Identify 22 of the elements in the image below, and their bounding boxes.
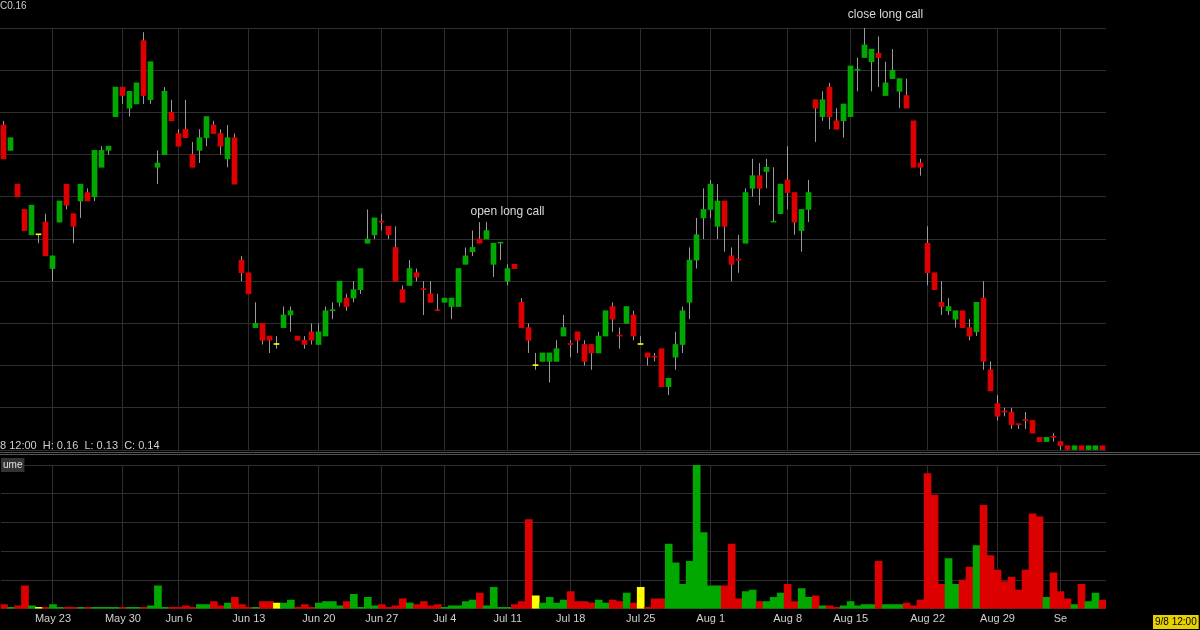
x-tick-label: May 23 bbox=[34, 612, 72, 625]
x-tick-label: May 30 bbox=[104, 612, 141, 625]
x-tick-label: Jun 27 bbox=[365, 612, 399, 625]
x-tick-label: Jun 6 bbox=[165, 612, 193, 625]
x-tick-label: Jun 20 bbox=[302, 612, 336, 625]
text: 9/8 12:00 bbox=[1155, 615, 1198, 627]
x-tick-label: Aug 22 bbox=[910, 612, 946, 625]
annotation: open long call bbox=[470, 204, 545, 219]
x-tick-label: Jul 11 bbox=[493, 612, 523, 625]
x-tick-label: Jul 4 bbox=[433, 612, 457, 625]
x-tick-label: Aug 1 bbox=[696, 612, 726, 625]
annotation: ume bbox=[3, 458, 23, 470]
x-tick-label: Jul 25 bbox=[626, 612, 656, 625]
text: C0.16 bbox=[0, 0, 28, 11]
text: close long call bbox=[847, 7, 924, 22]
x-tick-label: Aug 29 bbox=[980, 612, 1015, 625]
x-tick-label: Se bbox=[1053, 612, 1068, 625]
x-tick-label: Jul 18 bbox=[556, 612, 586, 625]
annotation: 8 12:00 H: 0.16 L: 0.13 C: 0.14 bbox=[0, 439, 160, 452]
x-tick-label: Aug 8 bbox=[773, 612, 803, 625]
x-tick-label: Aug 15 bbox=[833, 612, 869, 625]
x-tick-label: Jun 13 bbox=[232, 612, 266, 625]
